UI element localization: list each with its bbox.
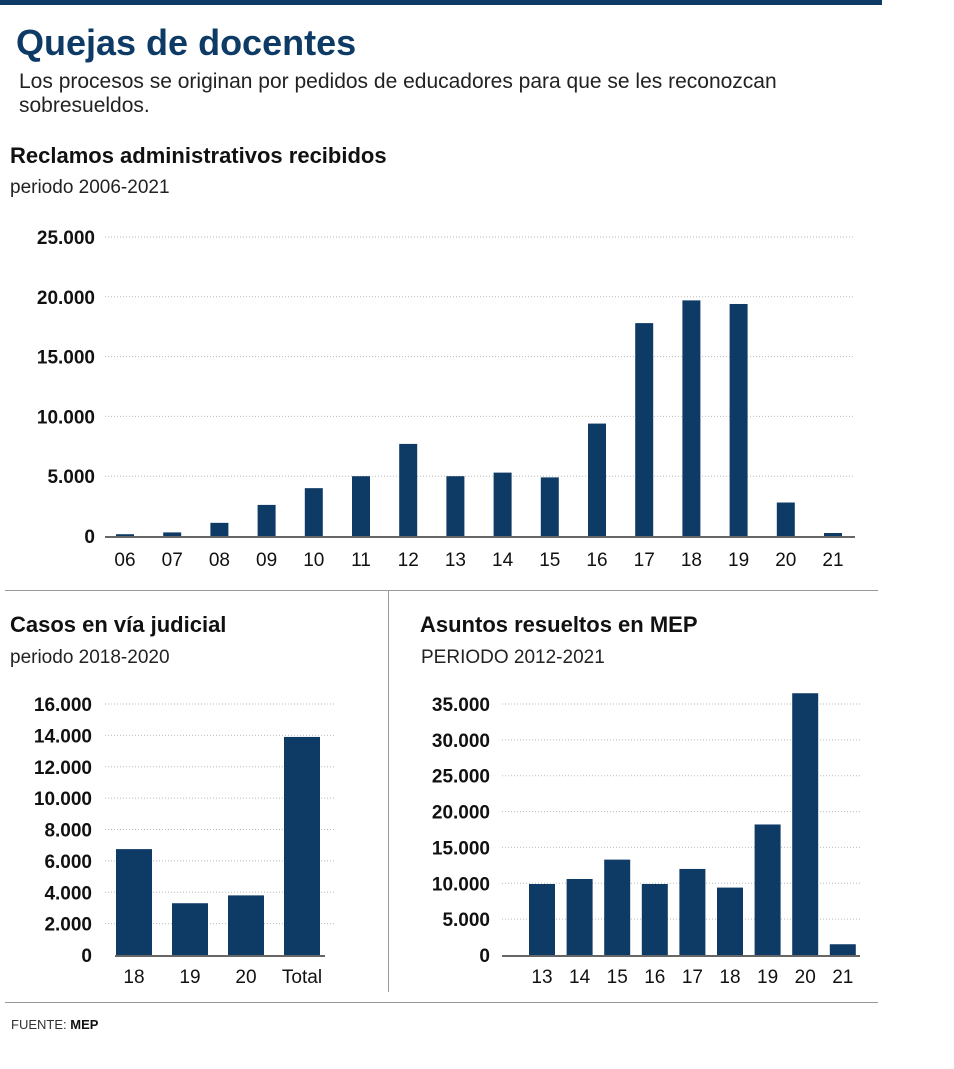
- y-tick-label: 10.000: [432, 874, 490, 895]
- y-tick-label: 35.000: [432, 695, 490, 716]
- bar-14: [493, 472, 512, 536]
- x-tick-label: 07: [162, 550, 183, 571]
- page-title: Quejas de docentes: [16, 22, 357, 63]
- top-accent-bar: [0, 0, 882, 5]
- bar-15: [540, 477, 559, 536]
- x-tick-label: 19: [757, 967, 778, 988]
- source-label: FUENTE:: [11, 1017, 67, 1032]
- y-tick-label: 20.000: [37, 288, 95, 309]
- bar-11: [352, 476, 370, 536]
- bar-14: [566, 878, 593, 955]
- bar-18: [116, 849, 152, 955]
- bar-17: [679, 868, 706, 955]
- x-tick-label: 18: [681, 550, 702, 571]
- source-value: MEP: [70, 1017, 99, 1032]
- x-tick-label: 06: [114, 550, 135, 571]
- divider: [5, 590, 878, 591]
- y-tick-label: 10.000: [34, 789, 92, 810]
- bar-13: [446, 476, 465, 536]
- x-tick-label: 14: [492, 550, 514, 571]
- y-tick-label: 16.000: [34, 695, 92, 716]
- x-tick-label: 10: [303, 550, 324, 571]
- bar-12: [399, 443, 418, 536]
- chart3-title: Asuntos resueltos en MEP: [420, 612, 698, 637]
- x-tick-label: 19: [728, 550, 749, 571]
- x-tick-label: 13: [531, 967, 552, 988]
- y-tick-label: 25.000: [432, 767, 490, 788]
- x-tick-label: 21: [822, 550, 843, 571]
- divider: [5, 1002, 878, 1003]
- x-tick-label: 19: [179, 967, 200, 988]
- x-tick-label: 14: [569, 967, 591, 988]
- bar-18: [682, 300, 701, 536]
- y-tick-label: 8.000: [44, 821, 92, 842]
- chart2-period: periodo 2018-2020: [10, 647, 170, 668]
- y-tick-label: 25.000: [37, 228, 95, 249]
- bar-21: [829, 944, 856, 955]
- bar-21: [824, 533, 842, 536]
- y-tick-label: 15.000: [432, 838, 490, 859]
- x-tick-label: 20: [795, 967, 816, 988]
- y-tick-label: 2.000: [44, 915, 92, 936]
- y-tick-label: 6.000: [44, 852, 92, 873]
- bar-10: [304, 488, 323, 536]
- x-tick-label: 20: [235, 967, 256, 988]
- chart1-title: Reclamos administrativos recibidos: [10, 143, 387, 168]
- chart3-period: PERIODO 2012-2021: [421, 647, 605, 668]
- x-tick-label: 21: [832, 967, 853, 988]
- bar-18: [717, 887, 743, 955]
- x-tick-label: 12: [398, 550, 419, 571]
- bar-09: [257, 504, 276, 536]
- bar-16: [588, 423, 606, 536]
- x-tick-label: 16: [586, 550, 607, 571]
- bar-19: [172, 903, 208, 955]
- y-tick-label: 0: [81, 946, 92, 967]
- x-tick-label: 18: [719, 967, 740, 988]
- y-tick-label: 20.000: [432, 803, 490, 824]
- bar-19: [754, 824, 781, 955]
- x-tick-label: 16: [644, 967, 665, 988]
- chart2-title: Casos en vía judicial: [10, 612, 227, 637]
- y-tick-label: 0: [84, 527, 95, 548]
- source-note: FUENTE: MEP: [11, 1017, 98, 1032]
- bar-13: [529, 884, 555, 955]
- bar-16: [641, 884, 668, 955]
- bar-08: [210, 522, 229, 536]
- bar-20: [776, 502, 795, 536]
- y-tick-label: 15.000: [37, 348, 95, 369]
- y-tick-label: 12.000: [34, 758, 92, 779]
- y-tick-label: 0: [479, 946, 490, 967]
- x-tick-label: 08: [209, 550, 230, 571]
- x-tick-label: 09: [256, 550, 277, 571]
- page-subtitle: Los procesos se originan por pedidos de …: [19, 70, 777, 117]
- bar-17: [635, 323, 654, 536]
- divider: [388, 590, 389, 992]
- y-tick-label: 10.000: [37, 407, 95, 428]
- bar-20: [228, 895, 264, 955]
- bar-07: [163, 532, 182, 536]
- y-tick-label: 30.000: [432, 731, 490, 752]
- bar-Total: [284, 736, 320, 955]
- y-tick-label: 5.000: [442, 910, 490, 931]
- x-tick-label: 15: [607, 967, 628, 988]
- x-tick-label: 15: [539, 550, 560, 571]
- bar-19: [729, 303, 748, 536]
- x-tick-label: 18: [123, 967, 144, 988]
- bar-20: [792, 693, 819, 955]
- x-tick-label: 13: [445, 550, 466, 571]
- x-tick-label: 20: [775, 550, 796, 571]
- y-tick-label: 14.000: [34, 726, 92, 747]
- x-tick-label: 17: [634, 550, 655, 571]
- chart1-period: periodo 2006-2021: [10, 177, 170, 198]
- y-tick-label: 5.000: [47, 467, 95, 488]
- x-tick-label: 11: [351, 550, 371, 571]
- x-tick-label: 17: [682, 967, 703, 988]
- bar-15: [604, 859, 631, 955]
- y-tick-label: 4.000: [44, 883, 92, 904]
- x-tick-label: Total: [282, 967, 322, 988]
- bar-06: [116, 534, 134, 536]
